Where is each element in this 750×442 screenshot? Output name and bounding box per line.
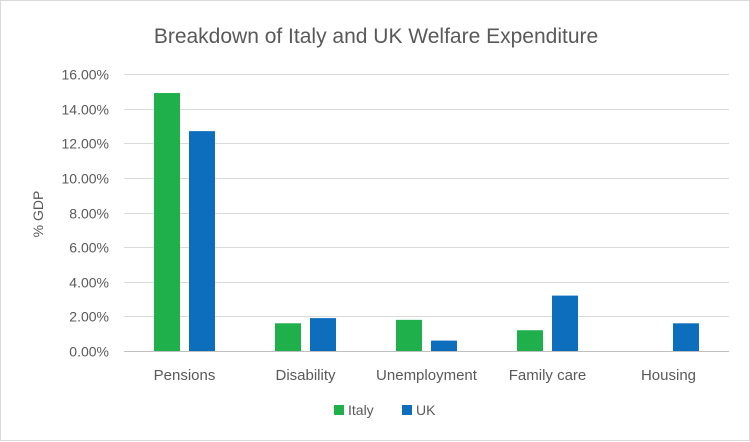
y-tick-label: 4.00% — [69, 275, 109, 291]
legend-swatch — [334, 405, 344, 415]
x-tick-label: Disability — [275, 367, 336, 384]
y-tick-label: 14.00% — [62, 102, 109, 118]
x-tick-label: Family care — [509, 367, 587, 384]
x-tick-label: Unemployment — [376, 367, 478, 384]
y-axis-tick-labels: 0.00% 2.00% 4.00% 6.00% 8.00% 10.00% 12.00% 14.… — [62, 67, 109, 360]
x-tick-label: Housing — [641, 367, 696, 384]
y-tick-label: 2.00% — [69, 309, 109, 325]
x-tick-label: Pensions — [154, 367, 216, 384]
y-axis-label: % GDP — [30, 191, 46, 238]
y-tick-label: 16.00% — [62, 67, 109, 83]
bar-italy-unemployment — [396, 319, 422, 351]
bar-italy-pensions — [154, 93, 180, 351]
bar-uk-disability — [310, 318, 336, 351]
y-tick-label: 10.00% — [62, 171, 109, 187]
y-tick-label: 8.00% — [69, 206, 109, 222]
y-tick-label: 12.00% — [62, 136, 109, 152]
legend-swatch — [402, 405, 412, 415]
legend: Italy UK — [334, 402, 436, 418]
legend-label: UK — [416, 402, 436, 418]
gridlines — [124, 74, 729, 352]
bar-italy-family-care — [517, 330, 543, 351]
chart-title: Breakdown of Italy and UK Welfare Expend… — [154, 25, 598, 48]
bar-uk-pensions — [189, 131, 215, 351]
y-tick-label: 6.00% — [69, 240, 109, 256]
legend-label: Italy — [348, 402, 374, 418]
bars — [154, 93, 699, 351]
bar-italy-disability — [275, 323, 301, 351]
bar-uk-family-care — [552, 295, 578, 351]
x-axis-tick-labels: Pensions Disability Unemployment Family car… — [154, 367, 696, 384]
bar-uk-unemployment — [431, 340, 457, 351]
y-tick-label: 0.00% — [69, 344, 109, 360]
bar-uk-housing — [673, 323, 699, 351]
